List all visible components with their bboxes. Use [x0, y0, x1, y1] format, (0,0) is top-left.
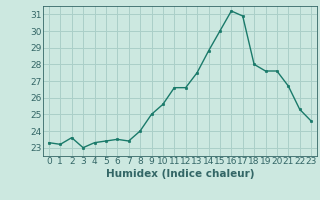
X-axis label: Humidex (Indice chaleur): Humidex (Indice chaleur)	[106, 169, 254, 179]
